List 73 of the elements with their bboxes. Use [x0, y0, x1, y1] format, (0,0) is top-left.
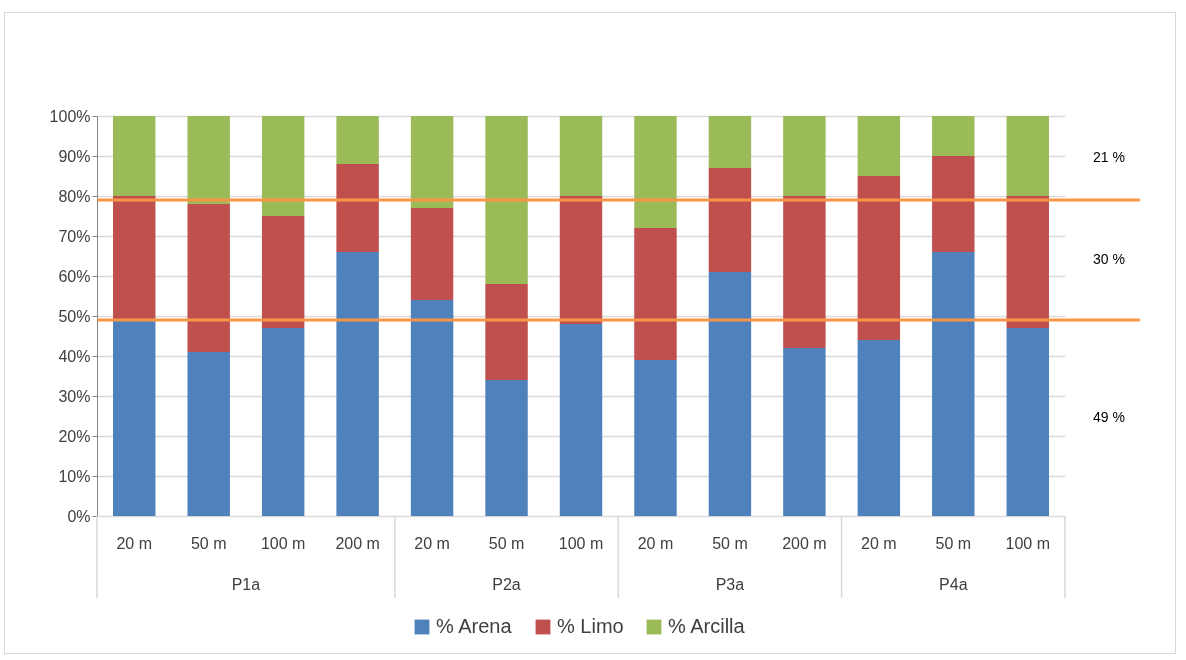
bar — [336, 116, 379, 164]
x-tick-label: 100 m — [1005, 534, 1050, 552]
bar — [485, 116, 528, 284]
y-tick-label: 90% — [58, 147, 91, 165]
bar — [261, 116, 305, 216]
bar — [187, 204, 230, 352]
y-tick-label: 30% — [58, 387, 91, 405]
bar — [559, 324, 603, 516]
y-tick-label: 80% — [58, 187, 91, 205]
bar — [261, 216, 305, 328]
x-tick-label: 200 m — [335, 534, 380, 552]
bar — [783, 196, 826, 348]
x-tick-label: 20 m — [637, 534, 674, 552]
bar — [708, 272, 752, 516]
y-tick-label: 20% — [58, 427, 91, 445]
bar — [1006, 196, 1049, 328]
bar — [857, 116, 901, 176]
x-tick-label: 50 m — [935, 534, 972, 552]
text: P1a — [231, 576, 261, 593]
bar — [857, 176, 901, 340]
text: 49 % — [1093, 409, 1125, 425]
text: 30 % — [1093, 251, 1125, 267]
bar — [113, 196, 156, 320]
x-tick-label: 200 m — [782, 534, 827, 552]
bar — [783, 348, 826, 516]
y-tick-label: 10% — [58, 467, 91, 485]
x-tick-label: 20 m — [861, 534, 897, 552]
bar — [783, 116, 826, 196]
bar — [336, 252, 379, 516]
bar — [559, 116, 603, 196]
bar — [113, 116, 156, 196]
bar — [410, 300, 454, 516]
bar — [857, 340, 901, 516]
bar — [485, 284, 528, 380]
bar — [932, 252, 975, 516]
bar — [1006, 116, 1049, 196]
bar — [559, 196, 603, 324]
legend-label: % Arena — [436, 615, 513, 637]
bar — [187, 116, 230, 204]
bar — [634, 360, 677, 516]
bar — [261, 328, 305, 516]
bar — [634, 116, 677, 228]
text: P3a — [715, 576, 745, 593]
bar — [708, 168, 752, 272]
y-tick-label: 50% — [58, 307, 91, 325]
y-tick-label: 0% — [67, 507, 91, 525]
legend-label: % Limo — [557, 615, 624, 637]
text: 21 % — [1093, 149, 1125, 165]
bar — [708, 116, 752, 168]
legend-label: % Arcilla — [668, 615, 746, 637]
bar — [634, 228, 677, 360]
x-tick-label: 20 m — [414, 534, 450, 552]
text: P2a — [492, 576, 521, 593]
x-tick-label: 50 m — [190, 534, 227, 552]
bar — [187, 352, 230, 516]
x-tick-label: 50 m — [488, 534, 525, 552]
bar — [932, 156, 975, 252]
bar — [410, 116, 454, 208]
bar — [113, 320, 156, 516]
x-tick-label: 100 m — [558, 534, 604, 552]
x-tick-label: 100 m — [260, 534, 306, 552]
y-tick-label: 40% — [58, 347, 91, 365]
text: P4a — [939, 576, 968, 593]
bar — [485, 380, 528, 516]
y-tick-label: 70% — [58, 227, 91, 245]
bar — [336, 164, 379, 252]
y-tick-label: 100% — [49, 107, 91, 125]
y-tick-label: 60% — [58, 267, 91, 285]
bar — [932, 116, 975, 156]
bar — [410, 208, 454, 300]
x-tick-label: 50 m — [712, 534, 748, 552]
bar — [1006, 328, 1049, 516]
x-tick-label: 20 m — [116, 534, 153, 552]
